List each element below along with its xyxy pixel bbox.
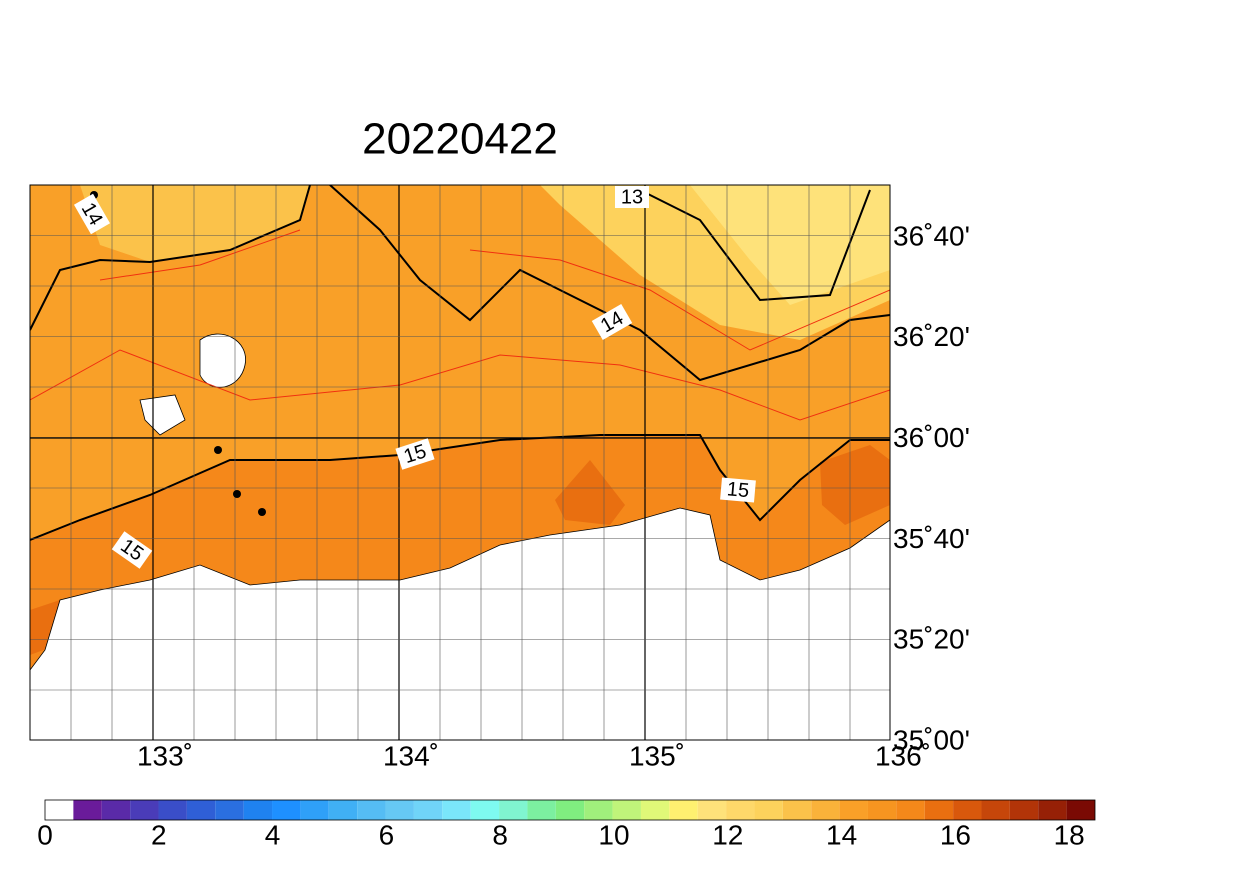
label-box [591,303,633,341]
color-swatch [186,800,216,820]
color-swatch [73,800,102,820]
lat-label: 35˚40' [893,523,970,554]
colorbar: 0 2 4 6 8 10 12 14 16 18 [37,799,1096,850]
color-swatch [981,800,1010,820]
color-swatch [243,800,273,820]
color-swatch [130,800,159,820]
cool-region [690,185,890,305]
lon-label: 136˚ [875,740,931,771]
lon-label: 133˚ [137,740,193,771]
color-swatch [158,800,187,820]
label-box [720,477,756,503]
label-box [395,438,435,470]
colorbar-frame [44,799,1096,821]
color-swatch [499,800,528,820]
color-swatch [584,800,613,820]
color-swatch [782,800,812,820]
contour-label: 13 [615,186,649,208]
cool-region [80,185,310,262]
label-text: 15 [726,478,750,502]
color-swatch [754,800,783,820]
colorbar-label: 8 [492,819,508,850]
color-swatch [555,800,585,820]
colorbar-label: 2 [151,819,167,850]
color-swatch [45,800,74,820]
lat-label: 36˚20' [893,321,970,352]
lon-label: 135˚ [629,740,685,771]
warm-region [555,460,625,525]
color-swatch [867,800,897,820]
color-swatch [612,800,641,820]
colorbar-label: 10 [598,819,629,850]
color-swatch [413,800,443,820]
color-swatch [470,800,500,820]
colorbar-label: 0 [37,819,53,850]
contour-13 [639,189,871,302]
title: 20220422 [362,115,558,164]
colorbar-label: 18 [1054,819,1085,850]
colorbar-label: 16 [940,819,971,850]
warm-region [820,445,890,525]
lat-label: 36˚40' [893,220,970,251]
station [258,508,266,516]
color-swatch [1038,800,1067,820]
contour-13-5 [99,229,890,351]
contour-14 [329,185,890,382]
label-box [73,193,111,235]
lat-label: 36˚00' [893,422,970,453]
label-box [111,531,153,569]
color-swatch [101,800,131,820]
colorbar-label: 4 [265,819,281,850]
contour-14-5 [30,349,890,421]
color-swatch [1009,800,1039,820]
colorbar-label: 6 [379,819,395,850]
lat-label: 35˚20' [893,624,970,655]
label-box [615,186,649,208]
lon-label: 134˚ [383,740,439,771]
lat-label: 35˚00' [893,724,970,755]
color-swatch [300,800,329,820]
color-swatch [640,800,670,820]
colorbar-label: 14 [826,819,857,850]
color-swatch [811,800,840,820]
label-text: 13 [621,186,643,208]
contour-label: 15 [720,477,756,503]
island [139,394,186,436]
color-swatch [215,800,244,820]
color-swatch [328,800,358,820]
color-swatch [697,800,727,820]
colorbar-label: 12 [712,819,743,850]
color-swatch [272,800,301,820]
color-swatch [953,800,982,820]
color-swatch [527,800,556,820]
contour-14 [30,185,311,331]
color-swatch [896,800,925,820]
contour-label: 15 [395,438,435,470]
color-swatch [726,800,755,820]
color-swatch [924,800,954,820]
color-swatch [357,800,386,820]
color-swatch [669,800,698,820]
color-swatch [442,800,471,820]
graticule [30,185,890,740]
station [233,490,241,498]
map-frame [29,184,891,741]
color-swatch [385,800,414,820]
color-swatch [839,800,868,820]
color-swatch [1066,800,1095,820]
station [214,446,222,454]
